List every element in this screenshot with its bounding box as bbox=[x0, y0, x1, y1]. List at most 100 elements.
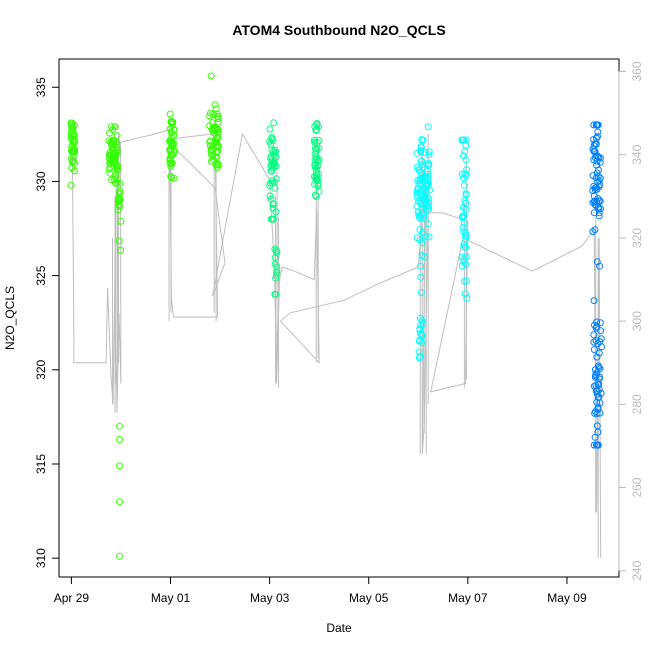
y-tick-label: 315 bbox=[34, 454, 48, 474]
data-point bbox=[417, 262, 424, 270]
data-point bbox=[266, 192, 274, 200]
data-point bbox=[167, 163, 175, 170]
data-point bbox=[460, 277, 468, 285]
data-point bbox=[271, 146, 279, 154]
data-point bbox=[113, 143, 121, 151]
data-point bbox=[115, 195, 123, 202]
y-axis-label: N2O_QCLS bbox=[3, 286, 17, 350]
x-tick-label: May 03 bbox=[250, 591, 290, 605]
data-point bbox=[269, 161, 277, 169]
data-point bbox=[594, 441, 602, 449]
data-point bbox=[269, 137, 277, 145]
data-point bbox=[271, 245, 279, 253]
data-point bbox=[591, 226, 599, 234]
data-point bbox=[267, 195, 275, 203]
data-point bbox=[272, 175, 280, 183]
data-point bbox=[461, 290, 469, 298]
data-point bbox=[266, 137, 274, 145]
x-tick-label: Apr 29 bbox=[54, 591, 90, 605]
data-point bbox=[419, 136, 427, 144]
data-point bbox=[213, 110, 221, 118]
data-point bbox=[425, 151, 433, 159]
data-point bbox=[117, 246, 125, 254]
data-point bbox=[596, 409, 604, 417]
data-point bbox=[112, 160, 120, 168]
y-tick-label: 330 bbox=[34, 171, 48, 191]
data-point bbox=[416, 352, 424, 360]
data-point bbox=[416, 325, 424, 333]
data-point bbox=[313, 126, 321, 134]
data-point bbox=[117, 217, 125, 225]
data-point bbox=[315, 137, 323, 145]
data-point bbox=[166, 155, 174, 162]
data-point bbox=[207, 145, 215, 153]
data-point bbox=[207, 109, 214, 117]
data-point bbox=[167, 137, 175, 145]
data-point bbox=[590, 156, 598, 164]
data-point bbox=[592, 371, 600, 378]
data-point bbox=[414, 177, 422, 184]
y-axis: 310 315 320 325 330 335 bbox=[34, 77, 60, 568]
data-point bbox=[116, 498, 123, 506]
data-point bbox=[166, 159, 174, 167]
data-point bbox=[462, 235, 470, 243]
data-point bbox=[414, 185, 422, 193]
data-point bbox=[269, 179, 277, 187]
x-axis-label: Date bbox=[326, 621, 352, 635]
data-point bbox=[166, 125, 174, 133]
y-tick-label: 310 bbox=[34, 548, 48, 568]
data-point bbox=[211, 101, 219, 109]
data-point bbox=[424, 123, 432, 131]
data-point bbox=[426, 186, 434, 194]
data-point bbox=[590, 297, 598, 305]
data-point bbox=[108, 176, 116, 184]
data-point bbox=[424, 167, 432, 175]
x-tick-label: May 01 bbox=[151, 591, 191, 605]
data-point bbox=[460, 243, 468, 251]
data-point bbox=[592, 337, 600, 345]
data-point bbox=[67, 181, 75, 189]
data-point bbox=[312, 193, 320, 200]
data-point bbox=[70, 147, 78, 155]
data-point bbox=[425, 199, 433, 206]
data-point bbox=[168, 129, 176, 137]
data-point bbox=[213, 164, 221, 171]
data-point bbox=[590, 209, 598, 217]
data-point bbox=[272, 271, 280, 279]
data-point bbox=[268, 146, 276, 154]
data-point bbox=[422, 188, 430, 196]
data-point bbox=[462, 136, 470, 144]
data-point bbox=[424, 220, 432, 228]
data-point bbox=[266, 125, 274, 133]
data-point bbox=[268, 134, 276, 141]
data-point bbox=[69, 124, 77, 132]
data-point bbox=[271, 254, 279, 262]
data-point bbox=[592, 324, 600, 332]
data-point bbox=[590, 346, 598, 354]
data-point bbox=[417, 144, 425, 152]
data-point bbox=[459, 204, 467, 211]
data-point bbox=[271, 184, 279, 192]
data-point bbox=[111, 123, 119, 131]
data-point bbox=[419, 320, 427, 328]
data-point bbox=[596, 338, 604, 346]
data-point bbox=[206, 138, 214, 146]
data-point bbox=[69, 152, 77, 160]
data-point bbox=[313, 145, 321, 153]
data-point bbox=[462, 260, 470, 268]
data-point bbox=[112, 171, 120, 179]
data-point bbox=[591, 409, 599, 417]
data-point bbox=[69, 120, 76, 128]
data-point bbox=[266, 179, 274, 187]
data-point bbox=[106, 169, 114, 177]
data-point bbox=[116, 189, 124, 197]
data-point bbox=[463, 277, 470, 285]
data-point bbox=[425, 159, 432, 167]
data-point bbox=[70, 145, 78, 153]
data-point bbox=[416, 236, 424, 244]
data-point bbox=[208, 157, 215, 165]
data-point bbox=[461, 197, 469, 205]
data-point bbox=[595, 212, 603, 220]
data-point bbox=[591, 433, 599, 441]
data-point bbox=[424, 201, 432, 209]
